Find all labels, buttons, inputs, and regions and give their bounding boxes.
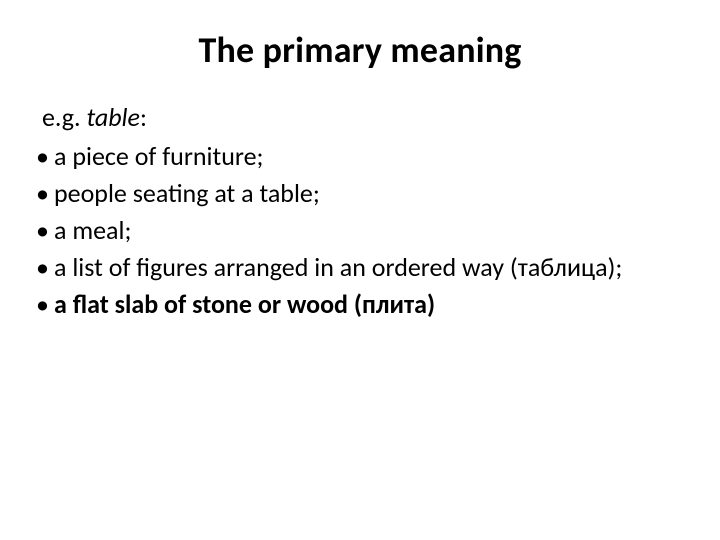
bullet-list: a piece of furniture; people seating at … — [36, 139, 684, 322]
list-item: a meal; — [36, 213, 684, 248]
bullet-text: a flat slab of stone or wood (плита) — [54, 288, 435, 320]
list-item: a flat slab of stone or wood (плита) — [36, 287, 684, 322]
bullet-text: a list of figures arranged in an ordered… — [54, 251, 622, 283]
bullet-text: people seating at a table; — [54, 177, 320, 209]
lead-line: e.g. table: — [42, 100, 684, 135]
bullet-text: a meal; — [54, 214, 131, 246]
slide-body: e.g. table: a piece of furniture; people… — [36, 100, 684, 323]
lead-suffix: : — [140, 101, 147, 133]
lead-word: table — [86, 101, 139, 133]
list-item: a list of figures arranged in an ordered… — [36, 250, 684, 285]
slide: The primary meaning e.g. table: a piece … — [0, 0, 720, 540]
list-item: a piece of furniture; — [36, 139, 684, 174]
slide-title: The primary meaning — [36, 28, 684, 72]
list-item: people seating at a table; — [36, 176, 684, 211]
lead-prefix: e.g. — [42, 101, 86, 133]
bullet-text: a piece of furniture; — [54, 140, 264, 172]
